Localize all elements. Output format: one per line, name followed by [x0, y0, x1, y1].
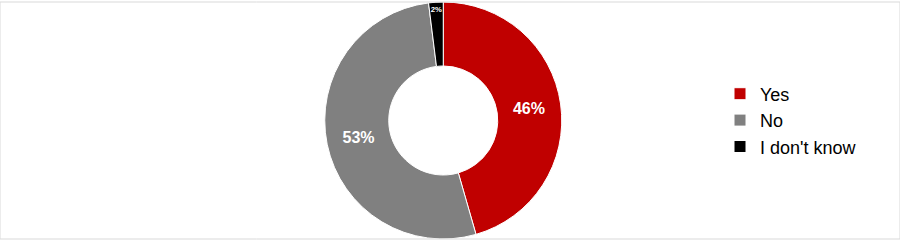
svg-text:46%: 46%: [513, 100, 545, 117]
svg-text:53%: 53%: [342, 129, 374, 146]
svg-text:I don't know: I don't know: [760, 138, 856, 158]
svg-text:Yes: Yes: [760, 85, 789, 105]
svg-text:No: No: [760, 111, 783, 131]
svg-text:2%: 2%: [431, 5, 442, 14]
